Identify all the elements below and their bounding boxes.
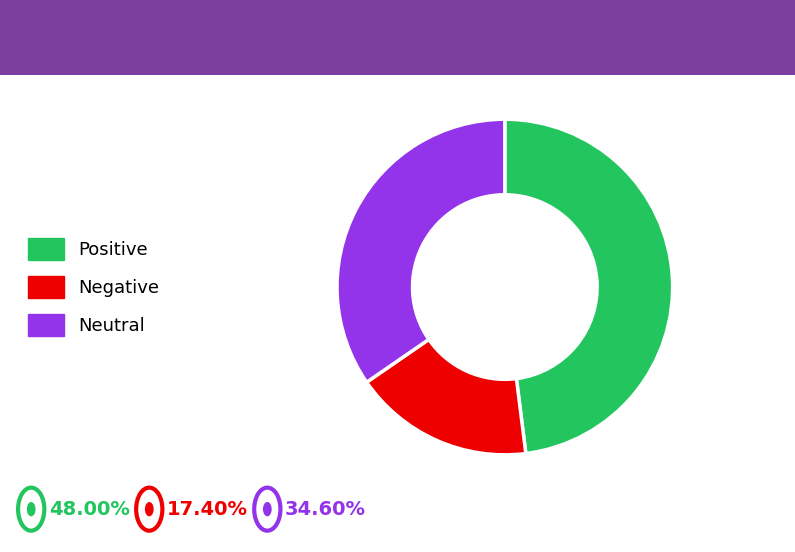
Circle shape [27, 502, 36, 516]
Wedge shape [337, 119, 505, 382]
Wedge shape [366, 339, 525, 455]
Wedge shape [733, 26, 757, 61]
Circle shape [145, 502, 153, 516]
Circle shape [142, 497, 157, 521]
Circle shape [263, 502, 272, 516]
Circle shape [260, 497, 275, 521]
Text: 17.40%: 17.40% [167, 500, 248, 519]
Text: 34.60%: 34.60% [285, 500, 366, 519]
Wedge shape [505, 119, 673, 454]
Text: 48.00%: 48.00% [48, 500, 130, 519]
Legend: Positive, Negative, Neutral: Positive, Negative, Neutral [28, 238, 160, 336]
Text: Sentiment Score: Sentiment Score [24, 25, 258, 49]
Circle shape [24, 497, 39, 521]
Wedge shape [739, 20, 774, 61]
